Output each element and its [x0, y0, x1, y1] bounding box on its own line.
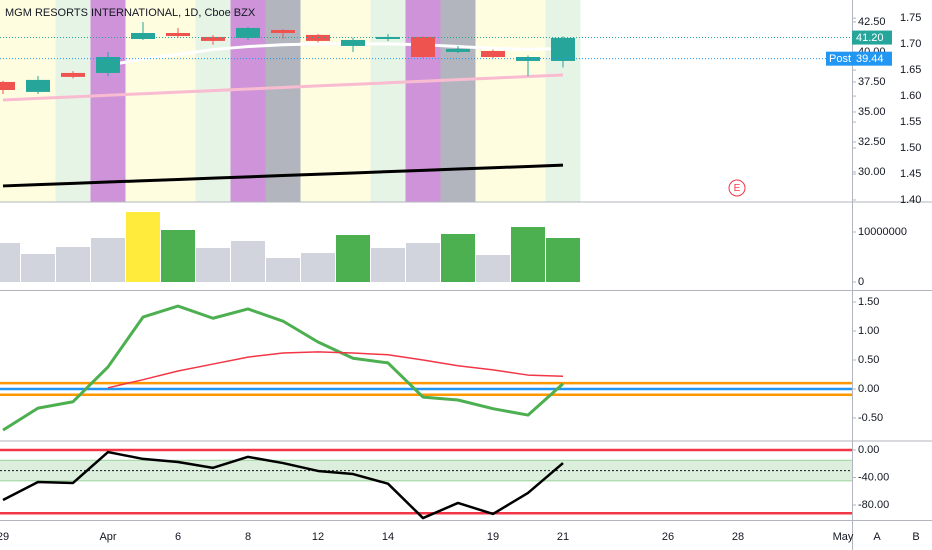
candle-body: [411, 36, 435, 57]
y-tick-label: 1.50: [900, 142, 921, 154]
volume-bar: [441, 234, 475, 282]
y-tick-label: 1.55: [900, 116, 921, 128]
volume-bar: [196, 248, 230, 282]
session-band: [475, 0, 511, 202]
x-tick-label: 8: [245, 531, 251, 543]
y-tick-label: 32.50: [858, 136, 886, 148]
volume-bar: [371, 248, 405, 282]
y-tick-label: -40.00: [858, 471, 889, 483]
y-tick-label: 0.00: [858, 383, 879, 395]
volume-bar: [406, 243, 440, 282]
y-tick-label: 1.50: [858, 296, 879, 308]
price-tag: Post: [829, 53, 851, 65]
candle-body: [0, 81, 15, 90]
session-band: [300, 0, 336, 202]
y-tick-label: 0.00: [858, 444, 879, 456]
line-series: [107, 351, 564, 389]
candle-body: [131, 33, 155, 39]
y-tick-label: 10000000: [858, 226, 907, 238]
candle-body: [26, 79, 50, 92]
x-tick-label: 29: [0, 531, 9, 543]
y-tick-label: 1.70: [900, 38, 921, 50]
volume-bar: [336, 235, 370, 282]
y-tick-label: 1.75: [900, 12, 921, 24]
session-band: [370, 0, 406, 202]
session-band: [405, 0, 441, 202]
x-tick-label: 21: [557, 531, 569, 543]
candle-body: [271, 30, 295, 33]
price-label: 41.20: [856, 32, 884, 44]
candle-body: [481, 51, 505, 57]
line-series: [2, 304, 565, 432]
candle-body: [446, 48, 470, 52]
line-series: [2, 163, 564, 188]
volume-bar: [476, 255, 510, 282]
event-marker: [728, 179, 746, 197]
candle-body: [96, 57, 120, 73]
y-tick-label: -80.00: [858, 499, 889, 511]
y-tick-label: 1.65: [900, 64, 921, 76]
line-series: [2, 450, 564, 520]
volume-bar: [301, 253, 335, 282]
volume-bar: [511, 227, 545, 282]
price-tag-box: [826, 51, 852, 66]
price-label-box: [852, 51, 892, 66]
x-tick-label: 12: [312, 531, 324, 543]
price-label: 39.44: [856, 53, 884, 65]
volume-bar: [0, 243, 20, 282]
x-tick-label: Apr: [99, 531, 116, 543]
event-label: E: [734, 183, 741, 194]
x-tick-label: 14: [382, 531, 394, 543]
y-tick-label: 1.40: [900, 194, 921, 206]
session-band: [195, 0, 231, 202]
session-band: [20, 0, 56, 202]
y-tick-label: 37.50: [858, 76, 886, 88]
candle-body: [201, 36, 225, 41]
candle-body: [551, 37, 575, 61]
candle-body: [341, 39, 365, 46]
session-band: [55, 0, 91, 202]
volume-bar: [266, 258, 300, 282]
volume-bar: [56, 247, 90, 282]
y-tick-label: 35.00: [858, 106, 886, 118]
session-band: [510, 0, 546, 202]
x-tick-label: May: [833, 531, 854, 543]
line-series: [2, 73, 564, 102]
x-tick-label: 28: [732, 531, 744, 543]
y-tick-label: 30.00: [858, 166, 886, 178]
candle-body: [61, 72, 85, 77]
scale-button[interactable]: A: [873, 531, 881, 543]
x-tick-label: 19: [487, 531, 499, 543]
session-band: [440, 0, 476, 202]
volume-bar: [231, 241, 265, 282]
volume-bar: [161, 230, 195, 282]
session-band: [335, 0, 371, 202]
session-band: [90, 0, 126, 202]
x-tick-label: 6: [175, 531, 181, 543]
candle-body: [166, 33, 190, 36]
volume-bar: [546, 238, 580, 282]
y-tick-label: 0: [858, 276, 864, 288]
candle-body: [236, 27, 260, 38]
x-tick-label: 26: [662, 531, 674, 543]
y-tick-label: 1.45: [900, 168, 921, 180]
y-tick-label: 0.50: [858, 354, 879, 366]
y-tick-label: -0.50: [858, 412, 883, 424]
price-label-box: [852, 30, 892, 45]
y-tick-label: 1.60: [900, 90, 921, 102]
volume-bar: [21, 254, 55, 282]
y-tick-label: 1.00: [858, 325, 879, 337]
session-band: [545, 0, 581, 202]
plot-marks: E: [0, 21, 852, 520]
scale-button[interactable]: B: [912, 531, 919, 543]
volume-bar: [126, 212, 160, 282]
chart-title: MGM RESORTS INTERNATIONAL, 1D, Cboe BZX: [5, 7, 256, 19]
line-series: [107, 42, 564, 67]
volume-bar: [91, 238, 125, 282]
y-tick-label: 42.50: [858, 16, 886, 28]
